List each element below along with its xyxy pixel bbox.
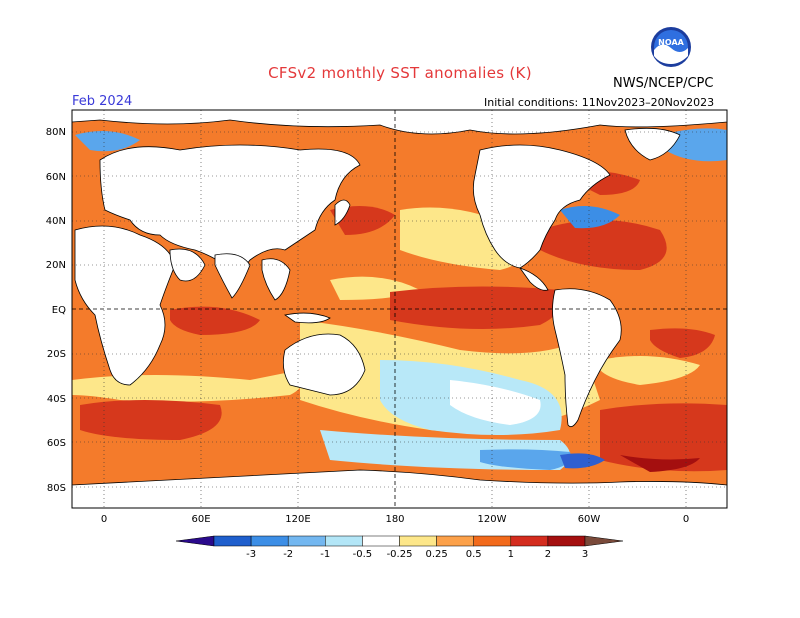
colorbar-label: 0.25: [425, 549, 447, 560]
lat-label: 20N: [46, 260, 66, 271]
colorbar-label: -3: [246, 549, 256, 560]
agency-label: NWS/NCEP/CPC: [613, 76, 714, 91]
continents: [72, 110, 727, 508]
lon-label: 60W: [578, 514, 601, 525]
forecast-month: Feb 2024: [72, 94, 133, 109]
initial-conditions: Initial conditions: 11Nov2023–20Nov2023: [484, 96, 715, 109]
lat-label: EQ: [52, 305, 66, 316]
lat-label: 60N: [46, 172, 66, 183]
latitude-labels: 80N 60N 40N 20N EQ 20S 40S 60S 80S: [46, 127, 66, 494]
map-title: CFSv2 monthly SST anomalies (K): [268, 64, 532, 82]
map-frame: [71, 109, 728, 509]
lat-label: 40S: [47, 394, 66, 405]
colorbar-label: -2: [283, 549, 293, 560]
lon-label: 0: [683, 514, 689, 525]
colorbar-swatch: [510, 535, 549, 547]
logo-text: NOAA: [658, 38, 684, 47]
colorbar-label: -0.25: [387, 549, 413, 560]
noaa-logo-icon: NOAA: [651, 27, 691, 67]
colorbar-label: -1: [320, 549, 330, 560]
lon-label: 120W: [478, 514, 507, 525]
lat-label: 80N: [46, 127, 66, 138]
colorbar-label: -0.5: [353, 549, 373, 560]
colorbar-label: 3: [582, 549, 588, 560]
colorbar-label: 0.5: [466, 549, 482, 560]
colorbar-swatch: [325, 535, 363, 547]
lon-label: 60E: [191, 514, 210, 525]
lat-label: 80S: [47, 483, 66, 494]
lat-label: 20S: [47, 349, 66, 360]
colorbar-arrow-high: [584, 535, 624, 547]
colorbar-swatch: [547, 535, 586, 547]
colorbar-label: 2: [545, 549, 551, 560]
colorbar-swatch: [436, 535, 474, 547]
colorbar-label: 1: [508, 549, 514, 560]
equator-dateline: [72, 110, 727, 508]
colorbar-swatch: [473, 535, 512, 547]
longitude-labels: 0 60E 120E 180 120W 60W 0: [101, 514, 689, 525]
lat-label: 60S: [47, 438, 66, 449]
colorbar: -3 -2 -1 -0.5 -0.25 0.25 0.5 1 2 3: [175, 535, 624, 560]
colorbar-arrow-low: [175, 535, 215, 547]
colorbar-swatch: [362, 535, 400, 547]
lon-label: 0: [101, 514, 107, 525]
lon-label: 120E: [285, 514, 310, 525]
colorbar-swatch: [399, 535, 437, 547]
colorbar-swatch: [250, 535, 289, 547]
lon-label: 180: [385, 514, 404, 525]
colorbar-swatch: [213, 535, 252, 547]
colorbar-swatch: [287, 535, 326, 547]
lat-label: 40N: [46, 216, 66, 227]
